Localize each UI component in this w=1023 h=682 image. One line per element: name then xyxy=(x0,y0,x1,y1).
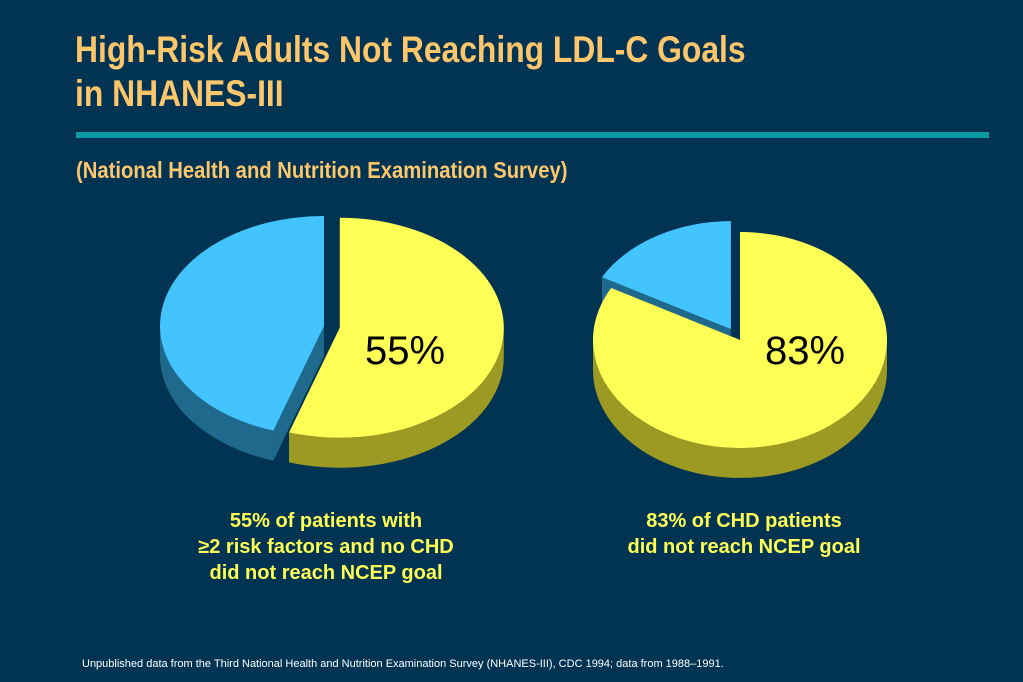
slice-2-top xyxy=(160,216,324,431)
pie-slice-1 xyxy=(289,217,504,468)
pie-slice-2 xyxy=(160,216,324,461)
slice-2-side-wall xyxy=(160,326,274,461)
caption-left-line-2: ≥2 risk factors and no CHD xyxy=(198,536,454,558)
pie-data-label-2: 83% xyxy=(765,329,845,373)
caption-left: 55% of patients with ≥2 risk factors and… xyxy=(161,508,491,586)
caption-left-line-1: 55% of patients with xyxy=(229,510,423,532)
pie-slice-1 xyxy=(592,232,887,478)
pie-chart-1: 55% xyxy=(160,216,504,468)
slice-1-top xyxy=(592,232,887,449)
slide-title: High-Risk Adults Not Reaching LDL-C Goal… xyxy=(75,28,746,116)
caption-right-line-1: 83% of CHD patients xyxy=(646,510,842,532)
title-divider xyxy=(76,132,989,138)
caption-right: 83% of CHD patients did not reach NCEP g… xyxy=(579,508,909,560)
pie-chart-2: 83% xyxy=(592,221,887,478)
slice-2-cut-face-1 xyxy=(273,326,324,461)
slice-1-side-wall xyxy=(289,327,504,468)
caption-right-line-2: did not reach NCEP goal xyxy=(627,536,861,558)
slide-subtitle: (National Health and Nutrition Examinati… xyxy=(76,157,568,183)
caption-left-line-3: did not reach NCEP goal xyxy=(209,562,443,584)
slide-title-line-1: High-Risk Adults Not Reaching LDL-C Goal… xyxy=(75,29,746,70)
slide-title-line-2: in NHANES-III xyxy=(75,73,284,114)
slice-1-side-wall xyxy=(593,340,887,478)
pie-data-label-1: 55% xyxy=(365,329,445,373)
source-footnote: Unpublished data from the Third National… xyxy=(82,658,724,670)
slice-2-top xyxy=(602,221,731,330)
slice-1-top xyxy=(289,217,504,438)
